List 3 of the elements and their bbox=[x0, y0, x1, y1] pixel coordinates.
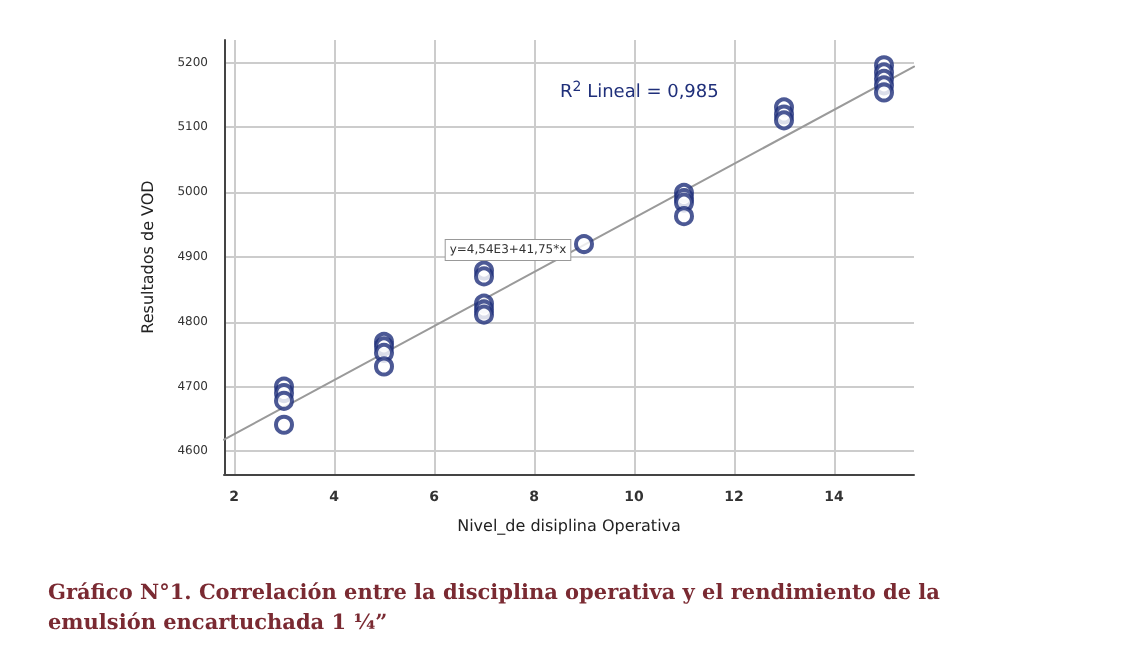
x-axis-title: Nivel_de disiplina Operativa bbox=[457, 517, 682, 535]
text: Gráfico N°1. Correlación entre la disciplina operativa y el rendimiento de la emulsión encartuchada 1 ¼” bbox=[48, 581, 948, 635]
y-axis-title: Resultados de VOD bbox=[138, 180, 157, 334]
